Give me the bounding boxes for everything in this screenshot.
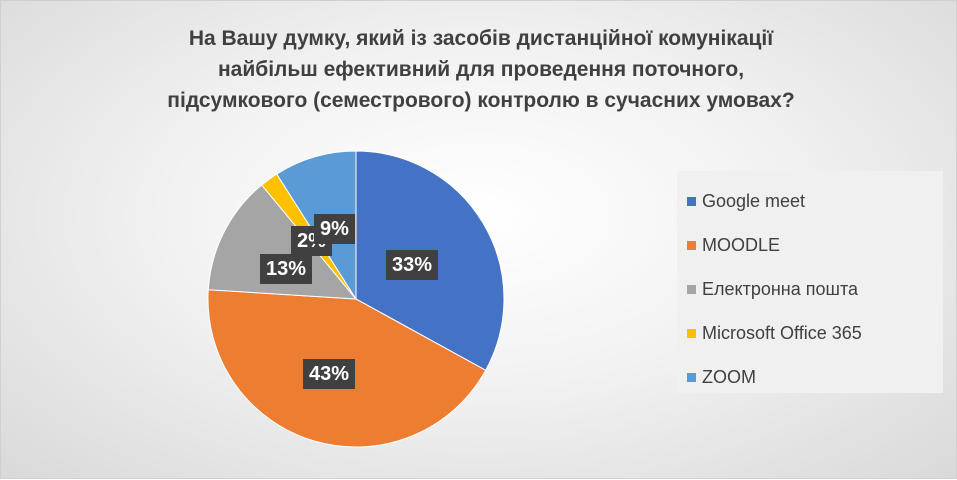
legend-item-moodle: MOODLE <box>687 223 943 267</box>
chart-title-line-2: найбільш ефективний для проведення поточ… <box>217 58 745 81</box>
legend-swatch <box>687 240 696 250</box>
data-label-zoom: 9% <box>314 214 355 244</box>
legend-label: ZOOM <box>702 366 756 387</box>
data-label-moodle: 43% <box>303 359 356 389</box>
legend-swatch <box>687 196 696 206</box>
chart-title-line-1: На Вашу думку, який із засобів дистанцій… <box>188 27 774 50</box>
legend-item-zoom: ZOOM <box>687 355 943 399</box>
data-label-google-meet: 33% <box>386 250 439 280</box>
legend-label: Google meet <box>702 190 806 211</box>
legend-swatch <box>687 284 696 294</box>
chart-title-line-3: підсумкового (семестрового) контролю в с… <box>167 89 795 112</box>
legend-item-email: Електронна пошта <box>687 267 943 311</box>
data-label-email: 13% <box>260 254 313 284</box>
pie-slice-email <box>207 184 358 300</box>
legend-item-google-meet: Google meet <box>687 179 943 223</box>
legend-item-office-365: Microsoft Office 365 <box>687 311 943 355</box>
legend-label: Microsoft Office 365 <box>702 322 862 343</box>
legend-label: MOODLE <box>702 234 781 255</box>
chart-legend: Google meet MOODLE Електронна пошта Micr… <box>677 171 943 393</box>
legend-label: Електронна пошта <box>702 278 859 299</box>
chart-title: На Вашу думку, який із засобів дистанцій… <box>71 23 891 116</box>
legend-swatch <box>687 328 696 338</box>
legend-swatch <box>687 372 696 382</box>
